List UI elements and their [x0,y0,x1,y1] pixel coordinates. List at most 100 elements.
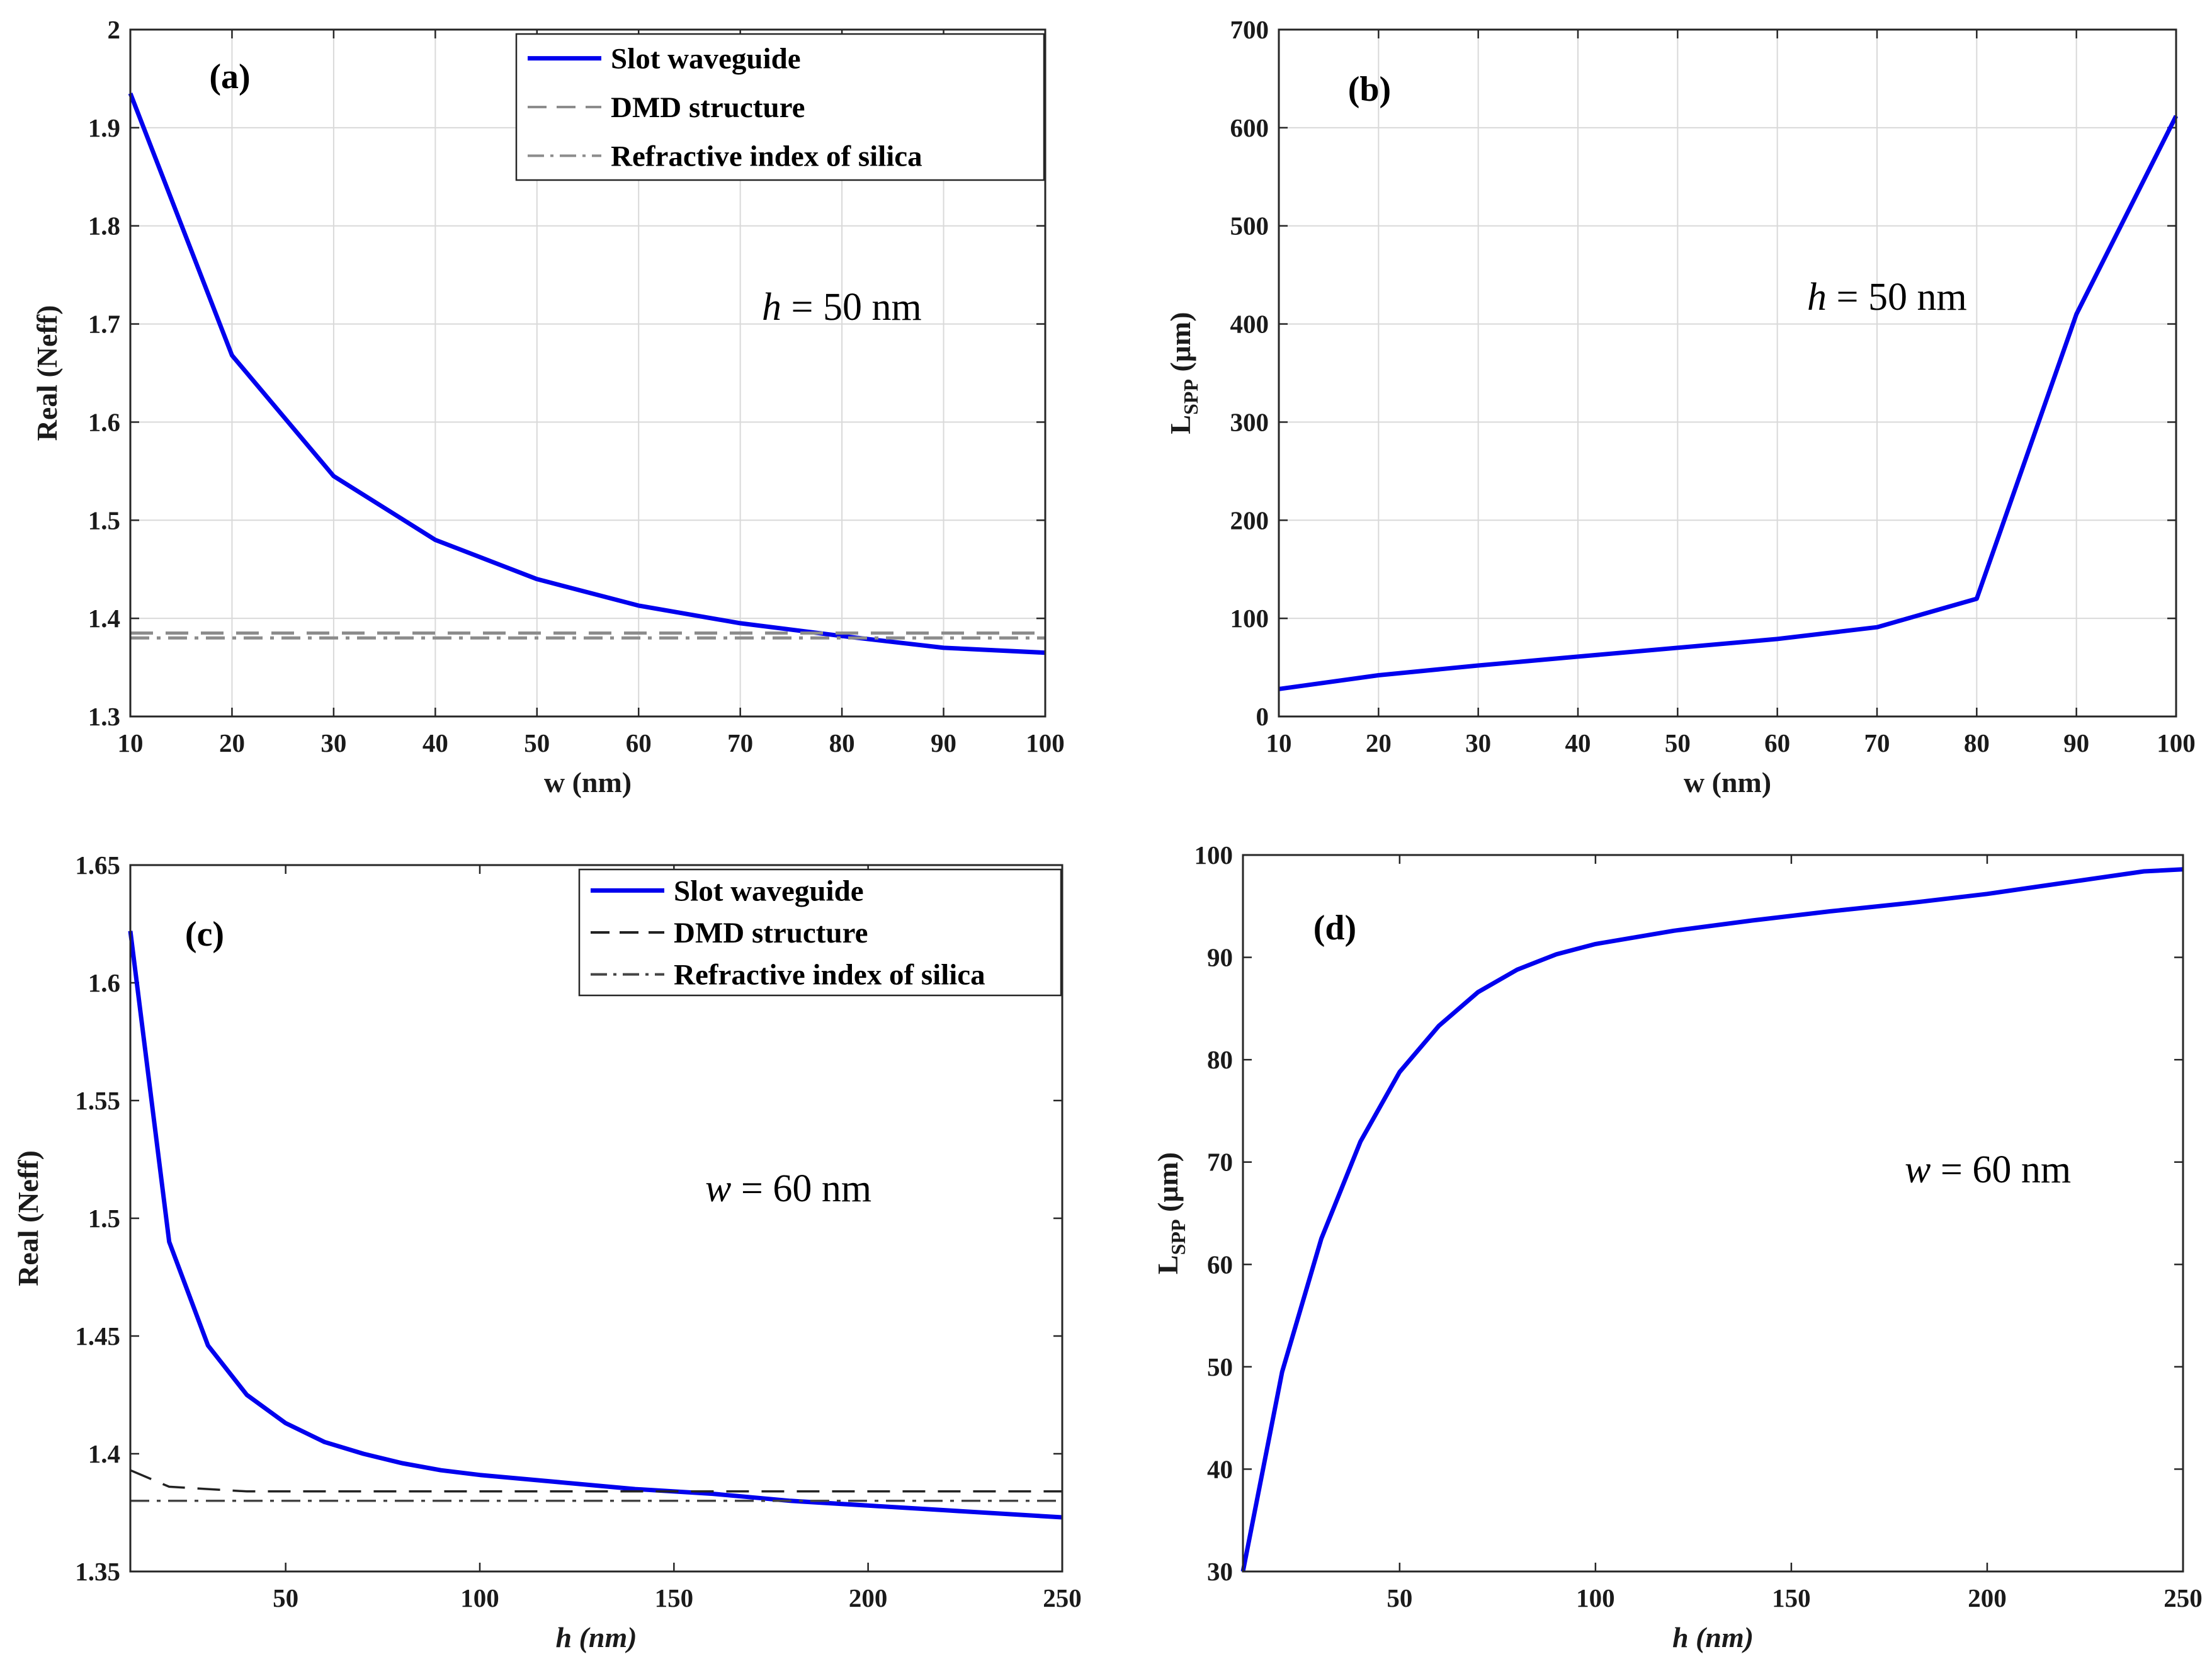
y-tick-label: 1.6 [88,407,120,436]
x-tick-label: 50 [524,728,550,757]
x-tick-label: 250 [2164,1583,2203,1612]
legend-entry: Slot waveguide [674,875,864,907]
panel-label: (b) [1348,70,1391,109]
y-tick-label: 30 [1207,1557,1233,1586]
y-tick-label: 50 [1207,1352,1233,1381]
annotation-value: = 60 nm [731,1167,871,1210]
y-tick-label: 1.9 [88,113,120,142]
y-tick-label: 1.6 [88,968,120,997]
annotation-value: = 50 nm [1827,276,1967,319]
annotation: h = 50 nm [1807,276,1967,319]
x-tick-label: 150 [1772,1583,1811,1612]
y-tick-label: 2 [108,15,121,44]
x-tick-label: 90 [2063,728,2089,757]
y-axis-label-main: L [1164,415,1196,434]
y-tick-label: 80 [1207,1045,1233,1074]
x-tick-label: 80 [829,728,855,757]
legend: Slot waveguide DMD structure Refractive in… [578,868,1062,997]
y-axis-label: Real (Neff) [12,1150,44,1286]
x-tick-label: 250 [1043,1583,1082,1612]
y-tick-label: 300 [1230,407,1269,436]
annotation-variable: w [1905,1148,1931,1191]
chart-panel-b: 10 20 30 40 50 60 70 80 90 100 0 100 200 300 400 500 600… [1164,15,2196,798]
panel-label: (d) [1313,909,1356,948]
y-axis-label-sub: SPP [1167,1219,1189,1255]
y-tick-label: 500 [1230,212,1269,241]
x-tick-label: 100 [1576,1583,1615,1612]
series-line-slot-waveguide [128,93,1046,655]
y-axis-label-sub: SPP [1179,379,1202,415]
x-tick-label: 60 [626,728,652,757]
y-tick-label: 100 [1230,604,1269,633]
x-tick-label: 50 [1665,728,1691,757]
x-tick-label: 70 [1864,728,1890,757]
series-group [128,93,1046,655]
x-tick-label: 100 [460,1583,499,1612]
x-tick-label: 30 [1465,728,1491,757]
x-tick-label: 150 [655,1583,694,1612]
x-tick-label: 40 [423,728,448,757]
chart-panel-a: 10 20 30 40 50 60 70 80 90 100 1.3 1.4 1.5 1.6 1.7 1.8 1… [31,15,1065,798]
series-line-dmd-structure [130,1469,1062,1493]
annotation-variable: h [1807,276,1827,319]
legend-entry: DMD structure [611,91,805,124]
y-axis-label: LSPP (μm) [1164,312,1202,434]
chart-panel-c: 50 100 150 200 250 1.35 1.4 1.45 1.5 1.55 1.6 1.65 h… [12,851,1082,1653]
annotation-variable: w [705,1167,731,1210]
y-tick-label: 100 [1194,841,1234,869]
y-tick-label: 400 [1230,310,1269,339]
axes-frame [129,864,1063,1573]
x-tick-label: 100 [1026,728,1065,757]
axes-frame [1278,28,2177,718]
y-axis-label-unit: (μm) [1152,1152,1184,1220]
annotation-value: = 50 nm [781,286,922,329]
x-axis-label: w (nm) [544,766,632,798]
x-tick-label: 40 [1565,728,1591,757]
grid [1279,30,2176,716]
y-tick-label: 1.45 [75,1322,120,1350]
series-group [1278,115,2179,691]
x-tick-label: 50 [273,1583,298,1612]
y-tick-label: 1.35 [75,1557,120,1586]
y-tick-label: 1.3 [88,702,120,731]
y-tick-label: 600 [1230,113,1269,142]
y-tick-label: 60 [1207,1250,1233,1279]
panel-label: (a) [209,57,250,96]
y-axis-label-main: L [1152,1255,1184,1274]
y-tick-label: 1.4 [88,604,120,633]
x-tick-label: 200 [849,1583,888,1612]
ticks: 50 100 150 200 250 30 40 50 60 70 80 90 100 [1194,841,2203,1612]
y-axis-label: Real (Neff) [31,305,63,441]
x-tick-label: 30 [320,728,346,757]
legend-entry: Slot waveguide [611,43,801,76]
series-line-slot-waveguide [128,931,1063,1520]
y-tick-label: 200 [1230,506,1269,535]
y-tick-label: 70 [1207,1148,1233,1177]
series-line-lspp [1240,867,2184,1572]
plot-area [1243,855,2183,1571]
ticks: 10 20 30 40 50 60 70 80 90 100 0 100 200 300 400 500 600… [1230,15,2196,757]
legend-entry: Refractive index of silica [674,959,985,992]
axes-frame [129,28,1046,718]
y-tick-label: 1.5 [88,506,120,535]
series-group [128,931,1063,1520]
annotation: w = 60 nm [705,1167,871,1210]
y-axis-label-unit: (μm) [1164,312,1196,379]
x-tick-label: 70 [727,728,753,757]
y-axis-label: LSPP (μm) [1152,1152,1189,1274]
y-tick-label: 700 [1230,15,1269,44]
x-tick-label: 10 [1266,728,1292,757]
annotation-variable: h [762,286,781,329]
y-tick-label: 90 [1207,943,1233,972]
x-tick-label: 200 [1968,1583,2007,1612]
y-tick-label: 1.55 [75,1086,120,1115]
y-tick-label: 0 [1256,702,1269,731]
x-tick-label: 20 [1366,728,1392,757]
x-axis-label: w (nm) [1684,766,1771,798]
y-tick-label: 1.4 [88,1439,120,1468]
series-group [1240,867,2184,1572]
y-tick-label: 1.8 [88,212,120,241]
x-axis-label: h (nm) [1672,1621,1754,1653]
x-tick-label: 10 [118,728,144,757]
